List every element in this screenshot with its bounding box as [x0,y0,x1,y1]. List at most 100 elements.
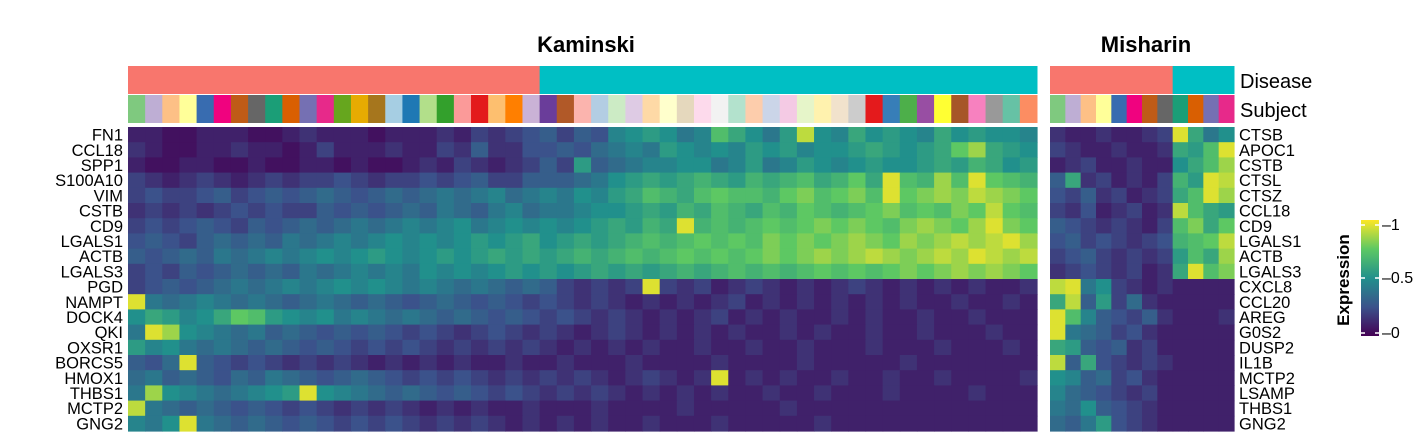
heatmap-cell [831,142,849,158]
gene-label: AREG [1239,309,1286,327]
heatmap-cell [419,400,438,417]
heatmap-cell [145,385,163,402]
heatmap-cell [1065,187,1082,204]
heatmap-cell [676,157,695,174]
heatmap-cell [1157,142,1174,158]
heatmap-cell [573,400,592,417]
heatmap-cell [1065,415,1082,432]
heatmap-cell [385,187,404,204]
heatmap-cell [968,385,987,402]
heatmap-cell [779,324,798,341]
heatmap-cell [333,385,352,402]
subject-cell [779,95,798,123]
heatmap-cell [1096,324,1112,341]
heatmap-cell [1126,127,1143,143]
heatmap-cell [505,263,524,280]
heatmap-cell [591,157,609,174]
heatmap-cell [350,370,369,386]
heatmap-cell [248,400,266,417]
heatmap-cell [522,187,541,204]
gene-label: MCTP2 [67,400,123,418]
gene-label: THBS1 [70,385,123,403]
heatmap-cell [316,157,335,174]
heatmap-cell [625,385,644,402]
heatmap-cell [591,203,609,219]
heatmap-cell [745,248,764,265]
heatmap-cell [368,339,386,356]
heatmap-cell [162,187,181,204]
heatmap-cell [265,203,283,219]
heatmap-cell [402,415,421,432]
heatmap-cell [265,218,283,234]
heatmap-cell [505,415,524,432]
heatmap-cell [779,279,798,295]
heatmap-cell [385,355,404,371]
gene-label: CTSB [1239,127,1283,145]
heatmap-cell [573,127,592,143]
heatmap-cell [1080,142,1097,158]
heatmap-cell [831,309,849,326]
heatmap-cell [848,142,867,158]
heatmap-cell [213,218,232,234]
heatmap-cell [1218,355,1235,371]
heatmap-cell [951,233,969,250]
heatmap-cell [316,263,335,280]
heatmap-cell [265,385,283,402]
gene-label: DUSP2 [1239,339,1294,357]
heatmap-cell [402,203,421,219]
heatmap-cell [916,233,935,250]
heatmap-cell [865,127,884,143]
heatmap-cell [642,279,661,295]
heatmap-cell [916,279,935,295]
heatmap-cell [916,370,935,386]
heatmap-cell [248,187,266,204]
heatmap-cell [934,415,952,432]
heatmap-cell [419,127,438,143]
heatmap-cell [573,142,592,158]
heatmap-cell [608,400,626,417]
heatmap-cell [196,142,215,158]
heatmap-cell [625,203,644,219]
heatmap-cell [659,370,678,386]
heatmap-cell [316,203,335,219]
heatmap-cell [1126,157,1143,174]
heatmap-cell [814,233,832,250]
heatmap-cell [419,370,438,386]
heatmap-cell [1218,142,1235,158]
heatmap-cell [1065,218,1082,234]
heatmap-cell [659,233,678,250]
heatmap-cell [1142,339,1158,356]
heatmap-cell [1188,400,1204,417]
heatmap-cell [505,385,524,402]
heatmap-cell [745,218,764,234]
heatmap-cell [985,187,1004,204]
heatmap-cell [676,400,695,417]
heatmap-cell [814,248,832,265]
heatmap-cell [230,370,249,386]
heatmap-cell [1080,309,1097,326]
heatmap-cell [213,248,232,265]
heatmap-cell [522,324,541,341]
heatmap-cell [865,355,884,371]
heatmap-cell [1002,127,1021,143]
subject-cell [762,95,781,123]
heatmap-cell [265,415,283,432]
heatmap-cell [1203,263,1220,280]
heatmap-cell [1218,400,1235,417]
heatmap-cell [814,415,832,432]
heatmap-cell [1157,385,1174,402]
heatmap-cell [1142,263,1158,280]
heatmap-cell [162,339,181,356]
heatmap-cell [368,218,386,234]
heatmap-cell [1080,400,1097,417]
subject-cell [471,95,489,123]
heatmap-cell [230,263,249,280]
heatmap-cell [1065,203,1082,219]
heatmap-cell [1126,187,1143,204]
heatmap-cell [1172,415,1189,432]
heatmap-cell [505,279,524,295]
heatmap-cell [796,248,815,265]
heatmap-cell [899,248,918,265]
heatmap-cell [814,203,832,219]
heatmap-cell [488,172,506,189]
